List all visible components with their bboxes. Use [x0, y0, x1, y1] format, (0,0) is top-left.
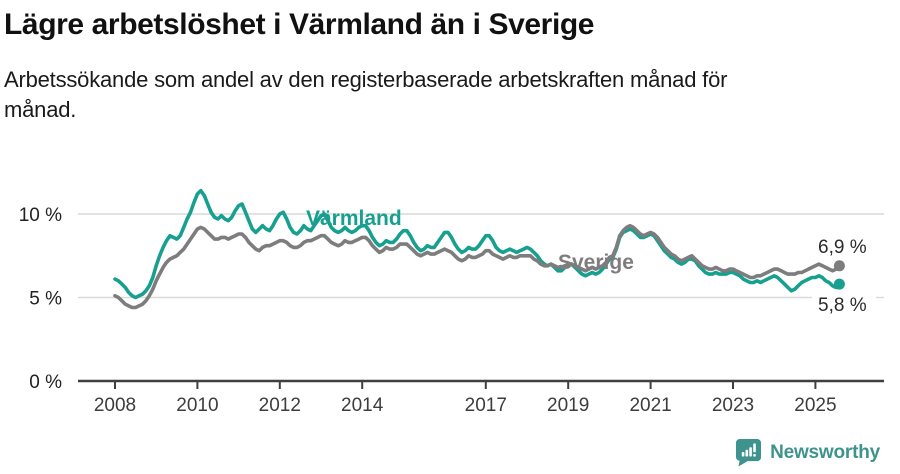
newsworthy-speech-bubble-bar-chart-icon: [736, 439, 762, 467]
exclamation-stem: [753, 443, 756, 453]
x-tick-label: 2012: [259, 395, 301, 416]
chart-title: Lägre arbetslöshet i Värmland än i Sveri…: [4, 8, 595, 41]
x-tick-label: 2010: [176, 395, 218, 416]
y-tick-label: 10 %: [19, 205, 62, 226]
x-tick-label: 2014: [341, 395, 384, 416]
series-line-värmland: [113, 188, 842, 300]
chart-subtitle: Arbetssökande som andel av den registerb…: [4, 67, 728, 122]
end-label-backing: [812, 295, 876, 315]
series-label-sverige: Sverige: [558, 251, 634, 274]
series-line-sverige: [113, 223, 842, 310]
annotations: 5,8 % 6,9 % Värmland Sverige: [306, 207, 876, 316]
bar-3: [749, 447, 752, 457]
x-axis: 2008 2010 2012 2014 2017 2019 2021 2023 2025: [78, 379, 884, 416]
y-tick-label: 0 %: [29, 372, 62, 393]
end-dot-värmland: [833, 278, 845, 290]
x-tick-label: 2021: [629, 395, 671, 416]
end-value-label-sverige: 6,9 %: [818, 237, 867, 258]
bar-2: [745, 449, 749, 457]
newsworthy-wordmark: Newsworthy: [770, 441, 880, 463]
line-chart: 0 %5 %10 % 2008 2010 2012 2014 2017 2019 2021 2…: [19, 188, 884, 416]
x-tick-label: 2017: [465, 395, 507, 416]
newsworthy-logo: Newsworthy: [735, 438, 880, 467]
end-value-label-värmland: 5,8 %: [818, 295, 867, 316]
end-dot-sverige: [833, 260, 845, 272]
x-tick-label: 2023: [712, 395, 754, 416]
x-tick-label: 2025: [794, 395, 836, 416]
bar-1: [741, 452, 745, 457]
x-tick-label: 2019: [547, 395, 589, 416]
series-lines: [113, 188, 842, 310]
chart-header: Lägre arbetslöshet i Värmland än i Sveri…: [4, 0, 804, 125]
series-label-värmland: Värmland: [306, 207, 402, 230]
speech-bubble-shape: [736, 439, 762, 467]
exclamation-dot: [753, 454, 756, 457]
x-tick-label: 2008: [94, 395, 136, 416]
y-tick-label: 5 %: [29, 289, 62, 310]
